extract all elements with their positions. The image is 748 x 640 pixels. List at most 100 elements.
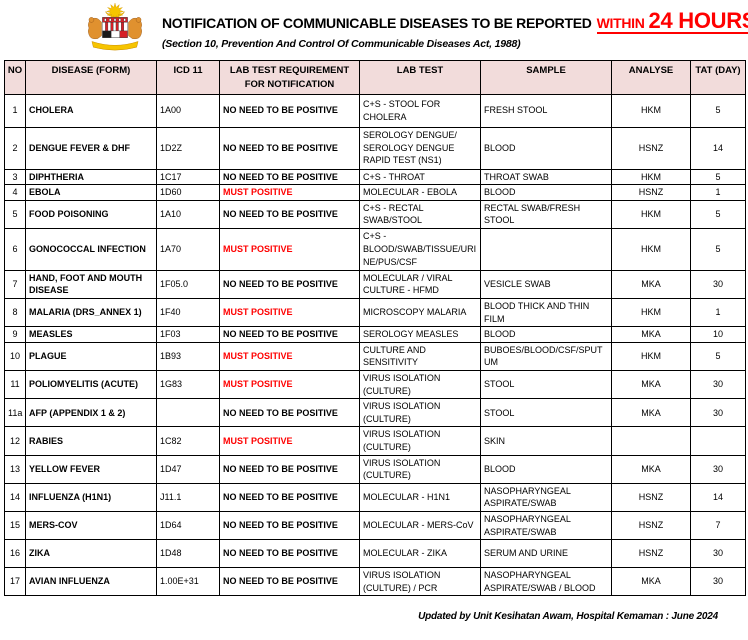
cell-lab: CULTURE AND SENSITIVITY — [359, 341, 481, 372]
cell-analyse: HKM — [611, 298, 691, 328]
title-black-text: NOTIFICATION OF COMMUNICABLE DISEASES TO… — [162, 15, 592, 31]
cell-icd: 1B93 — [156, 341, 220, 372]
cell-analyse: HSNZ — [611, 539, 691, 569]
cell-sample: STOOL — [480, 398, 612, 428]
col-header-lab-test: LAB TEST — [359, 60, 481, 95]
cell-lab: SEROLOGY DENGUE/ SEROLOGY DENGUE RAPID T… — [359, 126, 481, 170]
col-header-tat: TAT (DAY) — [690, 60, 746, 95]
cell-req: NO NEED TO BE POSITIVE — [219, 482, 360, 512]
cell-lab: VIRUS ISOLATION (CULTURE) — [359, 426, 481, 456]
cell-analyse: MKA — [611, 398, 691, 428]
cell-icd: 1A10 — [156, 199, 220, 229]
table-row: 3 DIPHTHERIA 1C17 NO NEED TO BE POSITIVE C+S… — [4, 168, 746, 186]
cell-req: NO NEED TO BE POSITIVE — [219, 454, 360, 484]
cell-sample: BLOOD — [480, 454, 612, 484]
cell-disease: ZIKA — [25, 539, 157, 569]
cell-no: 13 — [4, 454, 26, 484]
cell-tat: 30 — [690, 398, 746, 428]
cell-disease: POLIOMYELITIS (ACUTE) — [25, 370, 157, 400]
cell-sample: SKIN — [480, 426, 612, 456]
cell-req: MUST POSITIVE — [219, 341, 360, 372]
table-row: 6 GONOCOCCAL INFECTION 1A70 MUST POSITIVE C+… — [4, 227, 746, 271]
cell-no: 11 — [4, 370, 26, 400]
cell-lab: C+S - THROAT — [359, 168, 481, 186]
table-row: 13 YELLOW FEVER 1D47 NO NEED TO BE POSITIVE… — [4, 454, 746, 484]
document-header: NOTIFICATION OF COMMUNICABLE DISEASES TO… — [84, 0, 748, 53]
cell-req: NO NEED TO BE POSITIVE — [219, 168, 360, 186]
cell-no: 2 — [4, 126, 26, 170]
table-row: 12 RABIES 1C82 MUST POSITIVE VIRUS ISOLATION… — [4, 426, 746, 456]
cell-req: MUST POSITIVE — [219, 298, 360, 328]
cell-disease: HAND, FOOT AND MOUTH DISEASE — [25, 269, 157, 300]
cell-tat: 10 — [690, 326, 746, 343]
cell-sample: BLOOD — [480, 184, 612, 201]
cell-disease: AVIAN INFLUENZA — [25, 567, 157, 597]
cell-sample: BLOOD — [480, 126, 612, 170]
cell-tat: 7 — [690, 510, 746, 541]
table-header-row: NO DISEASE (FORM) ICD 11 LAB TEST REQUIR… — [4, 60, 746, 95]
cell-sample: BLOOD — [480, 326, 612, 343]
table-row: 2 DENGUE FEVER & DHF 1D2Z NO NEED TO BE POS… — [4, 126, 746, 170]
cell-icd: 1F03 — [156, 326, 220, 343]
disease-table-body: 1 CHOLERA 1A00 NO NEED TO BE POSITIVE C+S - … — [4, 93, 746, 597]
cell-no: 17 — [4, 567, 26, 597]
cell-analyse: MKA — [611, 370, 691, 400]
cell-sample: NASOPHARYNGEAL ASPIRATE/SWAB — [480, 510, 612, 541]
cell-analyse: HSNZ — [611, 482, 691, 512]
table-row: 11a AFP (APPENDIX 1 & 2) NO NEED TO BE POS… — [4, 398, 746, 428]
cell-disease: PLAGUE — [25, 341, 157, 372]
cell-req: NO NEED TO BE POSITIVE — [219, 398, 360, 428]
cell-icd — [156, 398, 220, 428]
cell-disease: MALARIA (DRS_ANNEX 1) — [25, 298, 157, 328]
cell-lab: VIRUS ISOLATION (CULTURE) / PCR — [359, 567, 481, 597]
cell-icd: 1A00 — [156, 93, 220, 128]
cell-req: NO NEED TO BE POSITIVE — [219, 126, 360, 170]
cell-req: MUST POSITIVE — [219, 426, 360, 456]
cell-disease: MEASLES — [25, 326, 157, 343]
cell-tat: 1 — [690, 298, 746, 328]
cell-sample: BUBOES/BLOOD/CSF/SPUTUM — [480, 341, 612, 372]
cell-tat: 5 — [690, 341, 746, 372]
cell-tat: 5 — [690, 227, 746, 271]
cell-no: 15 — [4, 510, 26, 541]
cell-lab: VIRUS ISOLATION (CULTURE) — [359, 398, 481, 428]
cell-lab: C+S - STOOL FOR CHOLERA — [359, 93, 481, 128]
table-row: 15 MERS-COV 1D64 NO NEED TO BE POSITIVE MOLE… — [4, 510, 746, 541]
cell-icd: 1D64 — [156, 510, 220, 541]
cell-analyse: HSNZ — [611, 126, 691, 170]
cell-disease: INFLUENZA (H1N1) — [25, 482, 157, 512]
cell-analyse: HSNZ — [611, 510, 691, 541]
cell-disease: DIPHTHERIA — [25, 168, 157, 186]
table-row: 17 AVIAN INFLUENZA 1.00E+31 NO NEED TO BE P… — [4, 567, 746, 597]
cell-analyse: HKM — [611, 199, 691, 229]
cell-icd: 1D47 — [156, 454, 220, 484]
cell-disease: RABIES — [25, 426, 157, 456]
table-row: 4 EBOLA 1D60 MUST POSITIVE MOLECULAR - EBOLA… — [4, 184, 746, 201]
table-row: 8 MALARIA (DRS_ANNEX 1) 1F40 MUST POSITIVE M… — [4, 298, 746, 328]
cell-req: NO NEED TO BE POSITIVE — [219, 539, 360, 569]
table-row: 7 HAND, FOOT AND MOUTH DISEASE 1F05.0 NO NE… — [4, 269, 746, 300]
cell-sample: NASOPHARYNGEAL ASPIRATE/SWAB — [480, 482, 612, 512]
cell-disease: GONOCOCCAL INFECTION — [25, 227, 157, 271]
cell-no: 7 — [4, 269, 26, 300]
cell-lab: MOLECULAR - EBOLA — [359, 184, 481, 201]
cell-lab: MICROSCOPY MALARIA — [359, 298, 481, 328]
cell-sample: VESICLE SWAB — [480, 269, 612, 300]
cell-icd: 1.00E+31 — [156, 567, 220, 597]
cell-tat: 5 — [690, 168, 746, 186]
cell-disease: AFP (APPENDIX 1 & 2) — [25, 398, 157, 428]
cell-tat: 14 — [690, 126, 746, 170]
cell-no: 16 — [4, 539, 26, 569]
cell-icd: 1D48 — [156, 539, 220, 569]
cell-lab: MOLECULAR - MERS-CoV — [359, 510, 481, 541]
cell-no: 11a — [4, 398, 26, 428]
col-header-no: NO — [4, 60, 26, 95]
cell-lab: SEROLOGY MEASLES — [359, 326, 481, 343]
cell-icd: 1G83 — [156, 370, 220, 400]
cell-disease: CHOLERA — [25, 93, 157, 128]
cell-no: 14 — [4, 482, 26, 512]
table-row: 5 FOOD POISONING 1A10 NO NEED TO BE POSITIV… — [4, 199, 746, 229]
cell-sample: FRESH STOOL — [480, 93, 612, 128]
document-title: NOTIFICATION OF COMMUNICABLE DISEASES TO… — [162, 10, 748, 34]
